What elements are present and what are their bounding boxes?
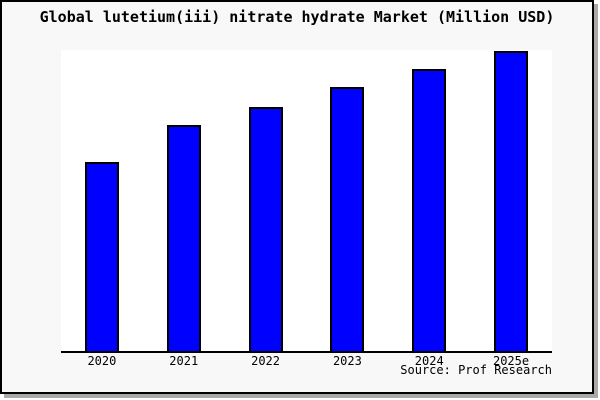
bar-slot	[306, 50, 388, 351]
bar-2023	[330, 87, 365, 351]
bar-2020	[84, 162, 119, 351]
bar-2025e	[494, 51, 529, 351]
x-axis-labels: 2020 2021 2022 2023 2024 2025e	[61, 354, 552, 368]
bar-2024	[412, 69, 447, 351]
x-tick-label-2022: 2022	[251, 354, 281, 368]
bar-slot	[61, 50, 143, 351]
plot-area	[61, 50, 552, 353]
x-tick-label-2020: 2020	[87, 354, 117, 368]
x-tick-label-2025e: 2025e	[492, 354, 530, 368]
bar-slot	[388, 50, 470, 351]
chart-frame: Global lutetium(iii) nitrate hydrate Mar…	[0, 0, 594, 394]
x-tick-label-2024: 2024	[414, 354, 444, 368]
bar-slot	[225, 50, 307, 351]
bars-container	[61, 50, 552, 351]
bar-slot	[143, 50, 225, 351]
chart-title: Global lutetium(iii) nitrate hydrate Mar…	[39, 8, 555, 26]
x-tick-label-2023: 2023	[332, 354, 362, 368]
bar-2021	[166, 125, 201, 351]
source-note: Source: Prof Research	[400, 363, 552, 377]
bar-2022	[248, 107, 283, 351]
x-tick-label-2021: 2021	[169, 354, 199, 368]
bar-slot	[470, 50, 552, 351]
